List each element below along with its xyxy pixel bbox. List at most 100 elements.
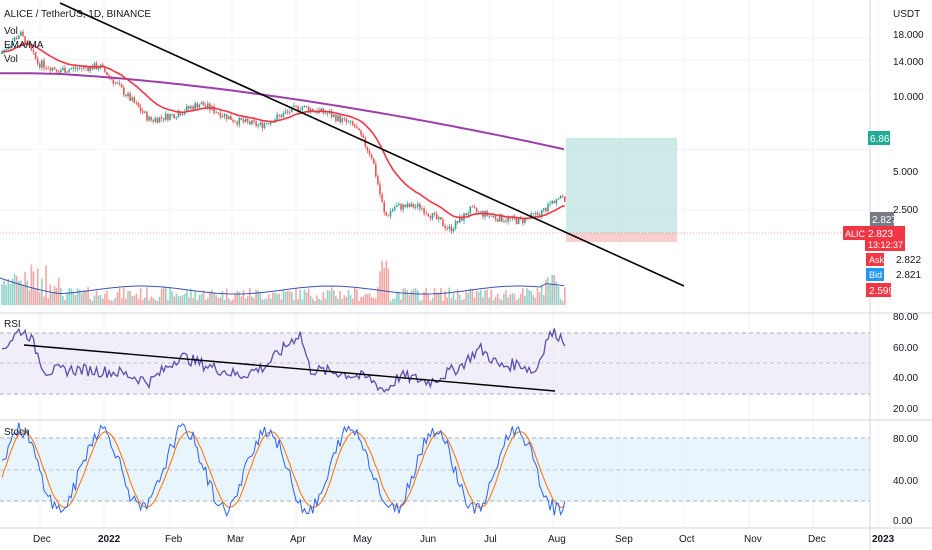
rsi-tick: 80.00 (893, 312, 918, 323)
rsi-trendline[interactable] (23, 344, 556, 392)
volume-bar (85, 290, 87, 305)
volume-bar (24, 272, 26, 305)
candle-body (123, 87, 125, 95)
candle-body (291, 106, 293, 113)
candle-body (406, 203, 409, 208)
candle-body (66, 71, 68, 73)
volume-bar (99, 295, 102, 305)
candle-body (259, 122, 262, 125)
volume-bar (267, 294, 270, 305)
volume-bar (251, 296, 253, 305)
legend-indicator[interactable]: Vol (4, 26, 18, 37)
candle-body (152, 120, 154, 122)
price-trendline[interactable] (59, 2, 685, 287)
volume-bar (55, 287, 58, 305)
candle-body (469, 206, 472, 214)
volume-bar (519, 293, 522, 305)
candle-body (83, 66, 85, 69)
volume-bar (171, 291, 173, 305)
candle-body (18, 35, 20, 39)
target-zone[interactable] (566, 138, 677, 233)
time-label: Oct (679, 534, 695, 545)
candle-body (47, 68, 49, 70)
volume-bar (509, 294, 511, 305)
candle-body (343, 118, 346, 120)
volume-bar (303, 289, 306, 305)
volume-bar (503, 293, 505, 305)
candle-body (196, 103, 199, 108)
candle-body (265, 123, 268, 125)
candle-body (194, 103, 196, 110)
candle-body (167, 113, 169, 120)
rsi-legend[interactable]: RSI (4, 319, 21, 330)
volume-bar (3, 280, 5, 305)
candle-body (24, 36, 26, 46)
candle-body (7, 47, 10, 50)
volume-bar (204, 299, 207, 305)
volume-bar (81, 293, 83, 305)
chart-legend-title[interactable]: ALICE / TetherUS, 1D, BINANCE (4, 9, 151, 20)
volume-bar (496, 293, 499, 305)
volume-bar (454, 299, 457, 305)
candle-body (60, 70, 62, 73)
volume-bar (217, 297, 220, 305)
volume-bar (505, 290, 507, 305)
volume-bar (240, 296, 243, 305)
price-tick: 14.000 (893, 57, 924, 68)
volume-bar (148, 300, 150, 305)
candle-body (293, 105, 295, 107)
stoch-d-line (1, 431, 566, 508)
stop-zone[interactable] (566, 233, 677, 242)
volume-bar (320, 300, 322, 305)
candle-body (536, 212, 539, 215)
volume-bar (515, 300, 518, 305)
candle-body (524, 217, 526, 224)
candle-body (351, 121, 354, 125)
volume-bar (141, 299, 144, 305)
volume-bar (372, 298, 375, 305)
candle-body (45, 67, 47, 69)
volume-bar (181, 295, 184, 305)
candle-body (114, 82, 117, 84)
volume-bar (39, 292, 41, 305)
candle-body (118, 83, 121, 85)
volume-bar (89, 298, 91, 305)
candle-body (507, 217, 509, 222)
volume-bar (244, 298, 247, 305)
volume-bar (60, 287, 62, 305)
candle-body (286, 111, 289, 113)
volume-bar (76, 288, 79, 305)
candle-body (255, 121, 257, 126)
legend-indicator[interactable]: EMA/MA (4, 40, 44, 51)
candle-body (509, 217, 511, 219)
volume-bar (221, 290, 224, 305)
volume-bar (169, 287, 171, 305)
candle-body (440, 217, 442, 220)
candle-body (299, 109, 301, 111)
candle-body (559, 195, 562, 199)
volume-bar (18, 280, 20, 305)
candle-body (345, 118, 348, 122)
volume-bar (488, 297, 490, 305)
volume-bar (246, 296, 249, 305)
candle-body (150, 116, 152, 121)
legend-indicator[interactable]: Vol (4, 54, 18, 65)
time-label: Jul (484, 534, 497, 545)
candle-body (108, 75, 110, 77)
volume-bar (74, 295, 77, 305)
candle-body (129, 93, 131, 101)
candle-body (564, 196, 566, 202)
stoch-legend[interactable]: Stoch (4, 427, 30, 438)
volume-bar (343, 295, 346, 305)
volume-bar (62, 295, 64, 305)
candle-body (146, 111, 148, 121)
volume-bar (133, 295, 136, 305)
volume-bar (162, 287, 165, 305)
volume-bar (553, 275, 556, 305)
volume-bar (349, 295, 352, 305)
candle-body (238, 117, 241, 125)
candle-body (465, 213, 467, 216)
volume-bar (242, 290, 245, 305)
candle-body (68, 69, 70, 72)
